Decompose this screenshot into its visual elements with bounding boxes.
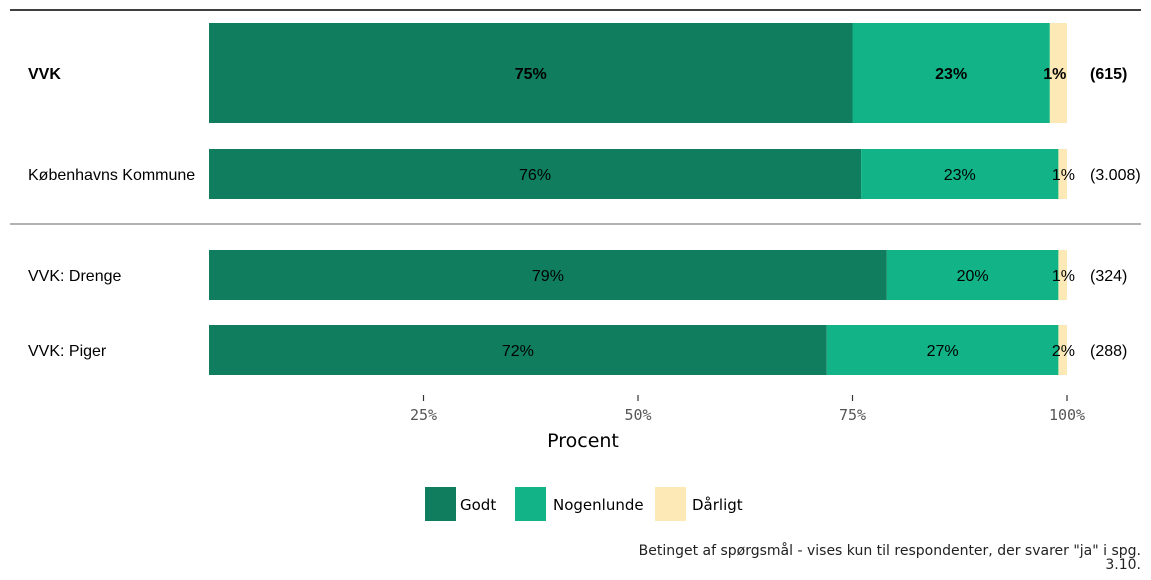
category-label-vvk-drenge: VVK: Drenge [28, 268, 121, 285]
bar-nogenlunde-vvk-piger [826, 325, 1059, 375]
data-label-godt-vvk: 75% [515, 66, 547, 83]
legend-label-godt: Godt [460, 496, 496, 514]
legend: Godt Nogenlunde Dårligt [425, 487, 743, 521]
bar-godt-k-benhavns-kommune [209, 149, 862, 199]
n-label-vvk: (615) [1090, 66, 1127, 83]
bar-godt-vvk [209, 23, 853, 123]
legend-swatch-d-rligt [655, 487, 686, 521]
bar-d-rligt-k-benhavns-kommune [1058, 149, 1067, 199]
category-label-vvk-piger: VVK: Piger [28, 343, 107, 360]
data-label-nogenlunde-vvk: 23% [935, 66, 967, 83]
footnote: Betinget af spørgsmål - vises kun til re… [639, 544, 1141, 572]
x-tick-label: 50% [624, 406, 651, 424]
data-label-d-rligt-vvk-drenge: 1% [1052, 268, 1075, 285]
bar-d-rligt-vvk [1049, 23, 1067, 123]
x-tick-label: 25% [410, 406, 437, 424]
legend-label-d-rligt: Dårligt [692, 496, 743, 514]
x-axis: 25% 50% 75% 100% [410, 395, 1085, 424]
n-label-vvk-piger: (288) [1090, 343, 1127, 360]
data-label-d-rligt-vvk: 1% [1043, 66, 1066, 83]
bar-nogenlunde-vvk [852, 23, 1050, 123]
legend-swatch-nogenlunde [515, 487, 546, 521]
bar-nogenlunde-k-benhavns-kommune [861, 149, 1059, 199]
data-label-nogenlunde-vvk-piger: 27% [927, 343, 959, 360]
footnote-line-2: 3.10. [1105, 557, 1141, 573]
x-tick-label: 100% [1049, 406, 1085, 424]
footnote-line-1: Betinget af spørgsmål - vises kun til re… [638, 543, 1141, 559]
data-label-godt-vvk-piger: 72% [502, 343, 534, 360]
x-tick-label: 75% [839, 406, 866, 424]
category-label-k-benhavns-kommune: Københavns Kommune [28, 167, 195, 184]
data-label-nogenlunde-k-benhavns-kommune: 23% [944, 167, 976, 184]
bar-godt-vvk-piger [209, 325, 827, 375]
category-label-vvk: VVK [28, 66, 61, 83]
bar-godt-vvk-drenge [209, 250, 887, 300]
n-label-k-benhavns-kommune: (3.008) [1090, 167, 1141, 184]
n-label-vvk-drenge: (324) [1090, 268, 1127, 285]
data-label-godt-k-benhavns-kommune: 76% [519, 167, 551, 184]
bar-d-rligt-vvk-piger [1058, 325, 1067, 375]
data-label-d-rligt-k-benhavns-kommune: 1% [1052, 167, 1075, 184]
bar-nogenlunde-vvk-drenge [886, 250, 1059, 300]
data-label-godt-vvk-drenge: 79% [532, 268, 564, 285]
data-label-nogenlunde-vvk-drenge: 20% [957, 268, 989, 285]
legend-label-nogenlunde: Nogenlunde [553, 496, 644, 514]
data-label-d-rligt-vvk-piger: 2% [1052, 343, 1075, 360]
x-axis-title: Procent [547, 430, 619, 452]
bar-d-rligt-vvk-drenge [1058, 250, 1067, 300]
legend-swatch-godt [425, 487, 456, 521]
